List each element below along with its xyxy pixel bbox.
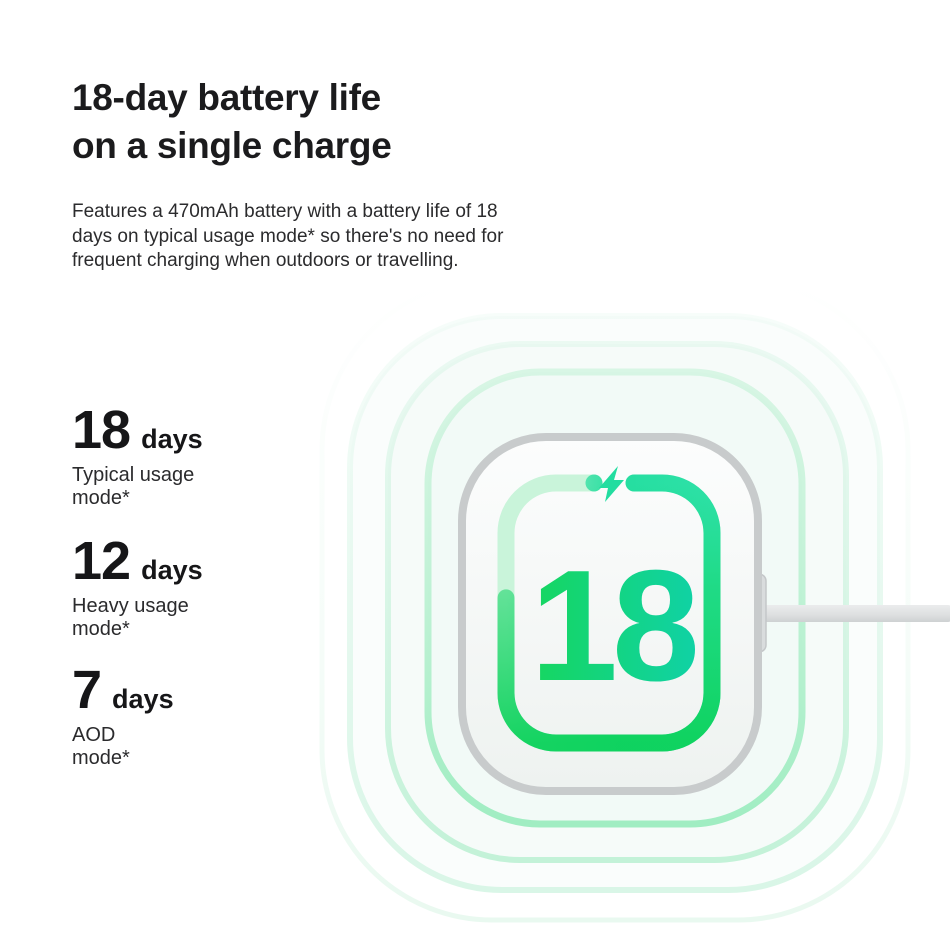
stat-number-row: 18 days: [72, 403, 203, 457]
stat-number-row: 7 days: [72, 663, 174, 717]
page-title-line-2: on a single charge: [72, 125, 392, 166]
stat-unit: days: [141, 555, 203, 585]
stat-unit: days: [141, 424, 203, 454]
description-line: Features a 470mAh battery with a battery…: [72, 201, 498, 222]
product-description: Features a 470mAh battery with a battery…: [72, 200, 503, 274]
charging-ripple-ring-4: [319, 280, 911, 923]
stat-value: 12: [72, 531, 131, 591]
stat-unit: days: [112, 684, 174, 714]
page-header: 18-day battery life on a single charge: [72, 74, 392, 170]
stat-value: 7: [72, 660, 102, 720]
stat-label: Heavy usage mode*: [72, 595, 189, 640]
watch-body: [458, 433, 762, 795]
stat-typical-usage: 18 days Typical usage mode*: [72, 403, 203, 510]
stat-number-row: 12 days: [72, 534, 203, 588]
lightning-bolt-icon: [599, 466, 624, 502]
stat-label: Typical usage mode*: [72, 464, 195, 509]
stat-value: 18: [72, 400, 131, 460]
stat-heavy-usage: 12 days Heavy usage mode*: [72, 534, 203, 641]
watch-graphic: 18: [319, 280, 950, 923]
battery-days-display: 18: [530, 538, 696, 714]
stat-label: AOD mode*: [72, 724, 130, 769]
description-line: days on typical usage mode* so there's n…: [72, 225, 504, 247]
page-title-line-1: 18-day battery life: [72, 77, 381, 118]
description-line: frequent charging when outdoors or trave…: [72, 250, 459, 271]
battery-ring-progress-shade: [497, 474, 721, 752]
stat-aod-mode: 7 days AOD mode*: [72, 663, 174, 770]
charging-cable: [758, 605, 950, 622]
